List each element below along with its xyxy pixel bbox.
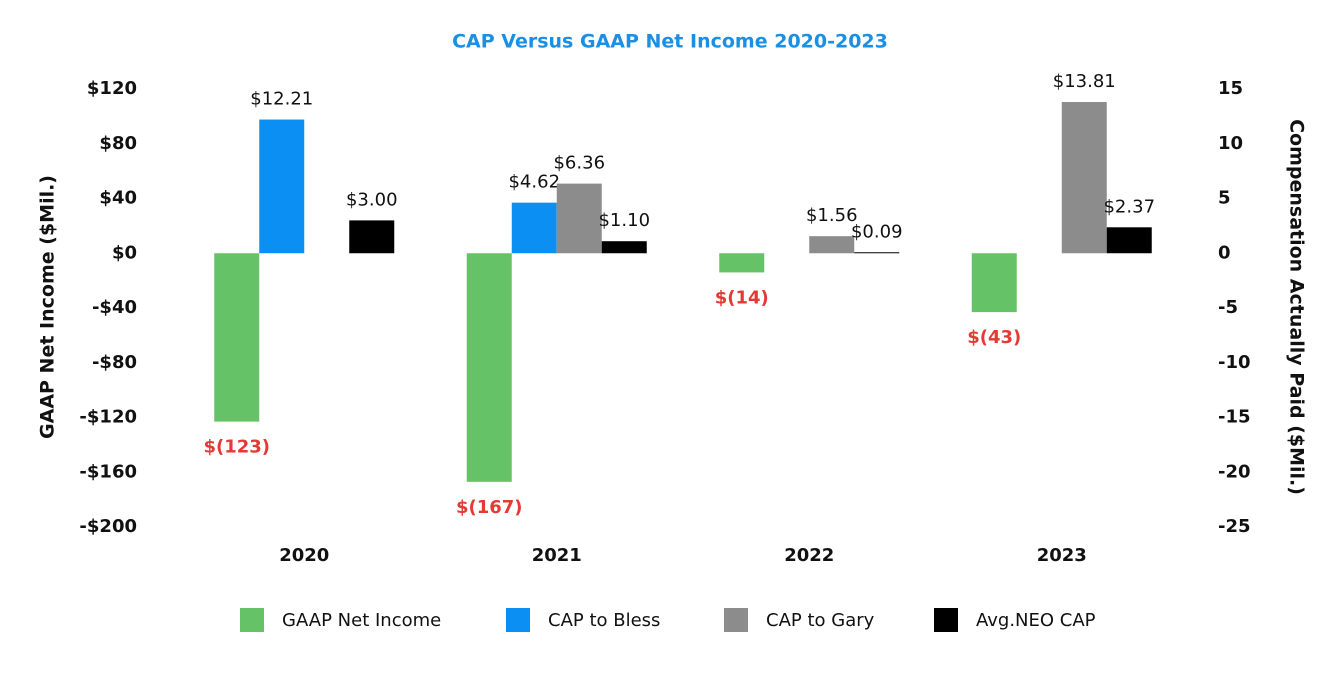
data-label: $1.10 bbox=[598, 210, 650, 231]
legend-swatch bbox=[240, 608, 264, 632]
data-label: $1.56 bbox=[806, 205, 858, 226]
bar bbox=[971, 253, 1017, 313]
x-tick-label: 2020 bbox=[279, 545, 329, 566]
data-label: $3.00 bbox=[346, 189, 398, 210]
data-label: $12.21 bbox=[250, 89, 313, 110]
y2-tick-label: -20 bbox=[1218, 461, 1251, 482]
y2-tick-label: -5 bbox=[1218, 297, 1238, 318]
y-tick-label: $0 bbox=[112, 242, 137, 263]
y2-tick-label: 5 bbox=[1218, 188, 1231, 209]
chart-title: CAP Versus GAAP Net Income 2020-2023 bbox=[452, 31, 888, 53]
y2-tick-label: -10 bbox=[1218, 352, 1251, 373]
y2-tick-label: -15 bbox=[1218, 407, 1251, 428]
data-label: $2.37 bbox=[1103, 196, 1155, 217]
legend-swatch bbox=[724, 608, 748, 632]
bar bbox=[556, 183, 602, 254]
bar bbox=[1061, 102, 1107, 254]
bar bbox=[719, 253, 765, 273]
legend-swatch bbox=[506, 608, 530, 632]
x-tick-label: 2023 bbox=[1037, 545, 1087, 566]
y-axis-label: GAAP Net Income ($Mil.) bbox=[37, 175, 59, 439]
bar bbox=[214, 253, 260, 422]
data-label: $4.62 bbox=[508, 172, 560, 193]
x-tick-label: 2021 bbox=[532, 545, 582, 566]
y-tick-label: $80 bbox=[99, 133, 137, 154]
y2-tick-label: 15 bbox=[1218, 78, 1243, 99]
y-tick-label: -$160 bbox=[79, 461, 137, 482]
y-tick-label: -$120 bbox=[79, 407, 137, 428]
y2-axis-label: Compensation Actually Paid ($Mil.) bbox=[1286, 119, 1308, 495]
bar bbox=[1106, 227, 1152, 254]
data-label: $0.09 bbox=[851, 221, 903, 242]
bar bbox=[259, 119, 305, 254]
data-label: $(43) bbox=[967, 327, 1021, 348]
legend-label: CAP to Gary bbox=[766, 610, 875, 631]
y-tick-label: $120 bbox=[87, 78, 137, 99]
legend-label: CAP to Bless bbox=[548, 610, 660, 631]
y2-tick-label: -25 bbox=[1218, 516, 1251, 537]
y-tick-label: -$200 bbox=[79, 516, 137, 537]
data-label: $13.81 bbox=[1053, 71, 1116, 92]
x-tick-label: 2022 bbox=[784, 545, 834, 566]
bar bbox=[349, 220, 395, 254]
y2-tick-label: 0 bbox=[1218, 242, 1231, 263]
legend-swatch bbox=[934, 608, 958, 632]
y-tick-label: -$80 bbox=[92, 352, 137, 373]
bar bbox=[601, 241, 647, 254]
y2-tick-label: 10 bbox=[1218, 133, 1243, 154]
legend-label: Avg.NEO CAP bbox=[976, 610, 1096, 631]
bar bbox=[809, 236, 855, 254]
bar bbox=[466, 253, 512, 482]
data-label: $(14) bbox=[715, 287, 769, 308]
bar bbox=[511, 202, 557, 254]
data-label: $(123) bbox=[203, 437, 270, 458]
data-label: $(167) bbox=[456, 497, 523, 518]
legend-label: GAAP Net Income bbox=[282, 610, 441, 631]
y-tick-label: -$40 bbox=[92, 297, 137, 318]
y-tick-label: $40 bbox=[99, 188, 137, 209]
bar bbox=[854, 252, 900, 254]
data-label: $6.36 bbox=[553, 153, 605, 174]
